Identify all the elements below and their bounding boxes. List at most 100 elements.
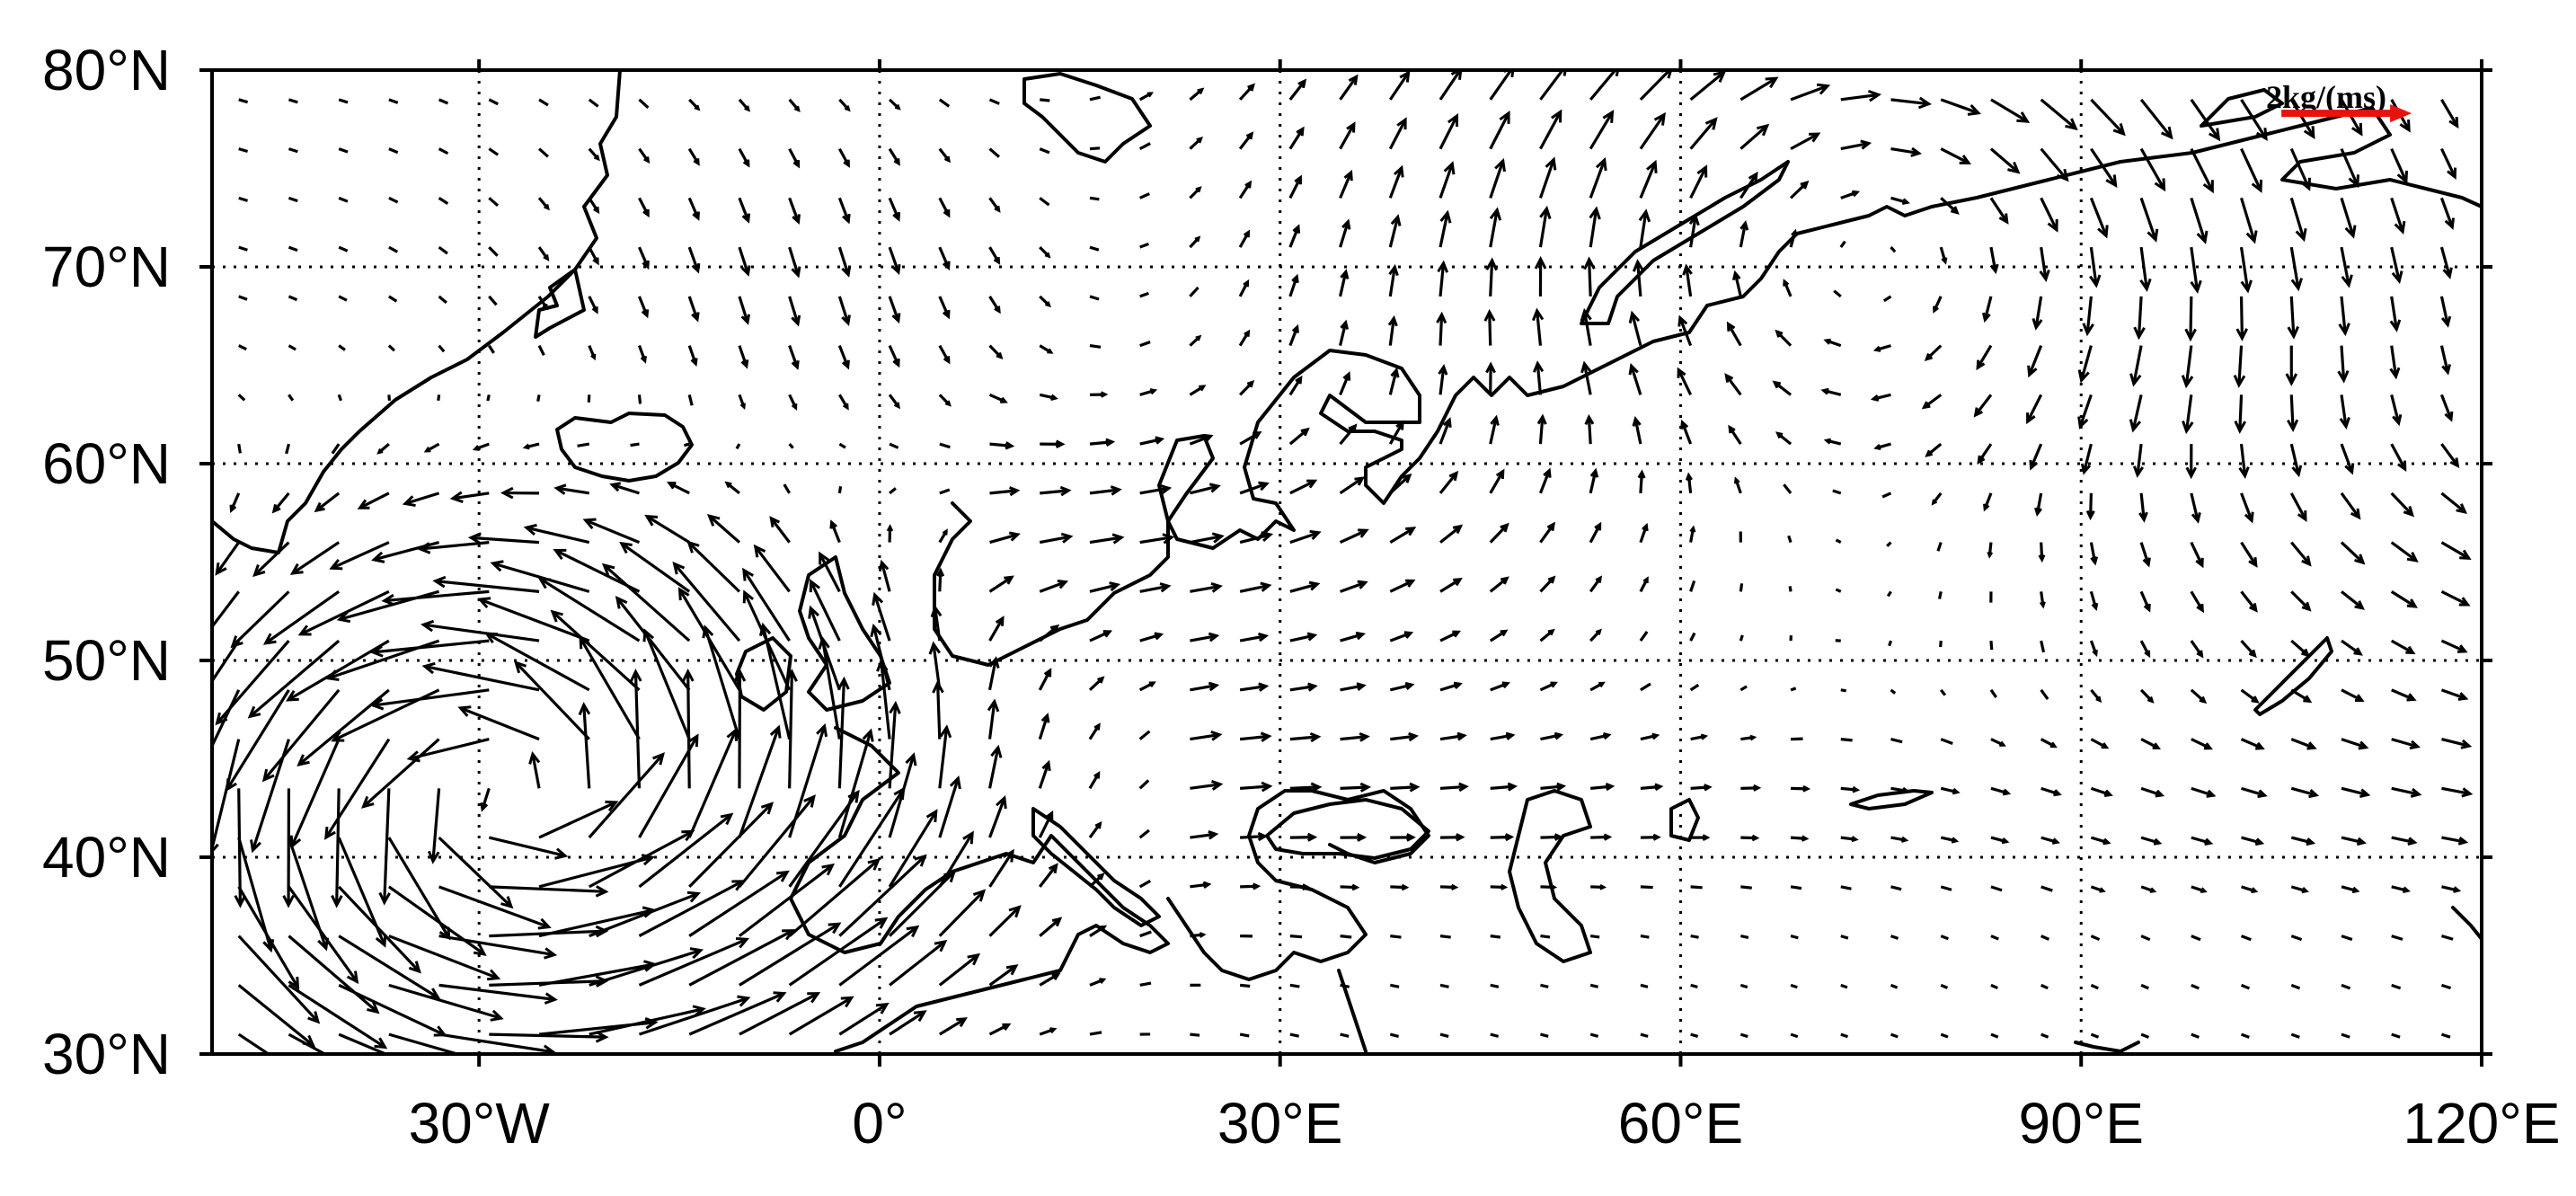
flux-vector [1089,533,1125,545]
flux-vector [387,885,487,956]
flux-vector [870,623,891,691]
flux-vector [537,344,545,356]
flux-vector [1340,580,1368,593]
flux-vector [2240,738,2265,750]
flux-vector [2240,492,2254,524]
flux-vector [338,98,349,104]
flux-vector [1589,575,1603,593]
flux-vector [988,393,1008,403]
flux-vector [1640,682,1651,692]
flux-vector [1388,263,1399,297]
flux-vector [1490,935,1501,939]
flux-vector [1990,885,2003,892]
flux-vector [369,639,490,658]
reference-vector-label: 2kg/(ms) [2266,79,2386,115]
flux-vector [1689,580,1696,592]
flux-vector [1089,438,1116,447]
flux-vector [2182,394,2194,435]
flux-vector [1238,279,1250,297]
flux-vector [438,836,514,909]
flux-vector [1989,197,2009,225]
flux-vector [1489,468,1505,494]
x-tick-label: 60°E [1618,1091,1743,1156]
flux-vector [2341,1032,2350,1039]
flux-vector [285,443,290,455]
flux-vector [1890,196,1910,206]
flux-vector [682,669,695,789]
flux-vector [1288,273,1299,297]
flux-vector [2389,296,2402,332]
flux-vector [2340,590,2365,610]
coastline-europe [933,106,2482,667]
flux-vector [938,98,951,108]
flux-vector [1733,476,1742,494]
flux-vector [2341,983,2351,990]
flux-vector [2239,246,2253,294]
flux-vector [288,147,298,154]
flux-vector [1940,836,1960,844]
flux-vector [1139,192,1150,199]
flux-vector [2191,786,2217,798]
flux-vector [1888,640,1893,647]
flux-vector [287,837,330,952]
flux-vector [289,738,341,849]
flux-vector [1740,834,1760,842]
flux-vector [1288,427,1310,446]
flux-vector [1390,731,1419,742]
flux-vector [438,197,449,205]
flux-vector [672,561,741,642]
flux-vector [2090,983,2099,990]
flux-vector [938,830,974,888]
flux-vector [1839,240,1846,249]
coastline-britain [798,555,891,712]
flux-vector [1190,779,1224,791]
flux-vector [1439,681,1463,692]
flux-vector [1189,136,1204,150]
flux-vector [2390,394,2403,427]
flux-vector [2190,688,2208,704]
flux-vector [2181,345,2194,389]
flux-vector [553,548,641,593]
flux-vector [1689,632,1696,642]
flux-vector [1089,344,1102,349]
coastline-aral-sea [1669,798,1700,842]
flux-vector [1637,469,1646,493]
flux-vector [2289,197,2307,243]
coastline-balkans [1166,789,1430,981]
flux-vector [2040,786,2062,797]
flux-vector [638,197,650,218]
coastline-baikal [2253,636,2333,716]
flux-vector [1739,935,1749,940]
flux-vector [2140,738,2162,749]
x-tick-label: 0° [852,1091,907,1156]
flux-vector [2090,147,2118,189]
flux-vector [536,394,541,402]
flux-vector [1089,978,1107,987]
flux-vector [738,863,836,937]
flux-vector [1239,1032,1250,1038]
flux-vector [1389,983,1400,988]
flux-vector [2140,885,2157,893]
flux-vector [1790,83,1831,102]
flux-vector [738,197,751,224]
flux-vector [988,147,1000,158]
flux-vector [2440,1032,2451,1039]
flux-vector [838,98,851,112]
flux-vector [337,837,387,948]
flux-vector [2139,640,2151,659]
flux-vector [1189,286,1199,297]
flux-vector [480,787,491,812]
flux-vector [1038,668,1052,691]
flux-vector [2240,590,2258,613]
flux-vector [2089,542,2099,566]
flux-vector [467,532,540,545]
flux-vector [2440,541,2472,560]
flux-vector [1639,522,1649,544]
flux-vector [488,98,499,106]
flux-vector [338,196,349,203]
flux-vector [337,394,343,402]
coastline-taymyr [2200,88,2284,128]
flux-vector [1531,307,1545,346]
flux-vector [1739,171,1758,199]
flux-vector [288,885,359,985]
